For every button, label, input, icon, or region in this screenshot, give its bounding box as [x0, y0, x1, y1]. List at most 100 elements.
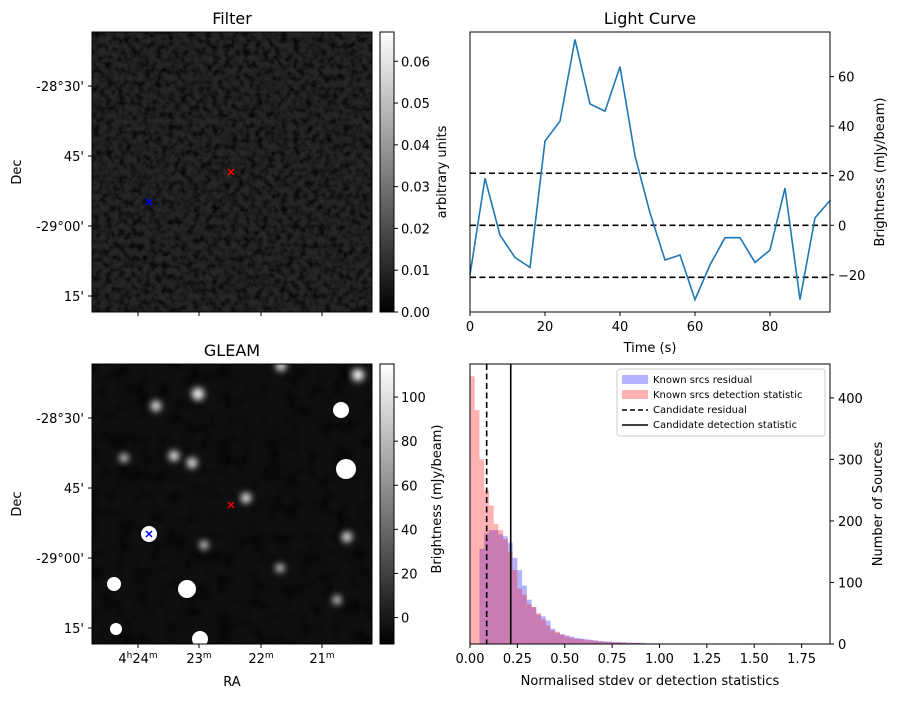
y-tick-label: −20	[838, 269, 865, 284]
gleam-source	[192, 388, 204, 400]
y-tick-label: 400	[838, 392, 863, 407]
gleam-source	[333, 402, 349, 418]
histogram-bar	[593, 640, 598, 644]
histogram-bar	[522, 594, 527, 644]
colorbar-tick-label: 0.02	[401, 222, 430, 237]
filter-x-axis	[137, 312, 323, 316]
histogram-xlabel: Normalised stdev or detection statistics	[521, 674, 780, 689]
light-curve-x-axis: 0 20 40 60 80	[466, 312, 778, 335]
y-tick-label: 0	[838, 638, 846, 653]
histogram-bar	[536, 613, 542, 644]
x-tick-label: 0.50	[550, 652, 579, 667]
light-curve-ylabel: Brightness (mJy/beam)	[873, 98, 888, 247]
colorbar-tick-label: 20	[401, 567, 418, 582]
colorbar-tick-label: 80	[401, 435, 418, 450]
histogram-bar	[484, 533, 489, 644]
x-tick-label: 0.00	[456, 652, 485, 667]
filter-colorbar-label: arbitrary units	[435, 125, 450, 218]
histogram-bar	[503, 536, 508, 644]
histogram-bar	[626, 642, 632, 644]
filter-reference-marker	[145, 198, 153, 206]
histogram-bar	[545, 620, 551, 644]
histogram-legend: Known srcs residual Known srcs detection…	[616, 368, 826, 437]
x-tick-label: 22m	[248, 651, 273, 667]
filter-colorbar-ticks: 0.00 0.01 0.02 0.03 0.04 0.05 0.06	[394, 55, 430, 321]
histogram-bar	[488, 505, 494, 644]
histogram-bar	[541, 619, 546, 644]
gleam-source	[120, 454, 128, 462]
histogram-bar	[621, 642, 627, 644]
gleam-x-axis: 4h24m 23m 22m 21m	[118, 644, 335, 667]
histogram-bar	[626, 642, 632, 644]
x-tick-label: 0.25	[503, 652, 532, 667]
histogram-bar	[588, 640, 594, 644]
gleam-source	[187, 458, 197, 468]
histogram-bar	[470, 376, 475, 644]
colorbar-tick-label: 60	[401, 479, 418, 494]
colorbar-tick-label: 0.00	[401, 306, 430, 321]
y-tick-label: 300	[838, 453, 863, 468]
histogram-bar	[560, 634, 565, 644]
y-tick-label: 100	[838, 576, 863, 591]
y-tick-label: 15'	[64, 290, 84, 305]
histogram-bar	[578, 638, 584, 644]
y-tick-label: -28°30'	[36, 412, 84, 427]
gleam-source	[151, 401, 161, 411]
gleam-source	[107, 577, 121, 591]
histogram-bar	[517, 588, 523, 644]
light-curve-frame	[469, 31, 831, 313]
legend-label-candidate-residual: Candidate residual	[653, 405, 747, 416]
colorbar-tick-label: 0	[401, 612, 409, 627]
histogram-bar	[583, 640, 589, 644]
histogram-bar	[479, 459, 485, 644]
y-tick-label: 45'	[64, 150, 84, 165]
colorbar-tick-label: 0.04	[401, 139, 430, 154]
legend-box	[616, 368, 826, 437]
y-tick-label: 45'	[64, 482, 84, 497]
y-tick-label: 200	[838, 515, 863, 530]
histogram-bar	[536, 614, 542, 644]
gleam-panel: GLEAM	[10, 341, 445, 690]
histogram-bar	[616, 642, 622, 644]
filter-y-axis: -28°30' 45' -29°00' 15'	[36, 80, 92, 305]
x-tick-label: 21m	[309, 651, 334, 667]
gleam-title: GLEAM	[204, 341, 260, 360]
light-curve-y-axis: −20 0 20 40 60	[830, 71, 865, 284]
histogram-bar	[621, 642, 627, 644]
gleam-colorbar	[379, 363, 395, 645]
histogram-bar	[503, 539, 508, 644]
legend-swatch-detection	[622, 390, 648, 399]
histogram-bar	[498, 530, 504, 644]
histogram-bar	[493, 524, 499, 644]
histogram-ylabel: Number of Sources	[871, 442, 886, 567]
gleam-colorbar-ticks: 0 20 40 60 80 100	[394, 391, 426, 627]
histogram-bar	[550, 628, 556, 644]
light-curve-xlabel: Time (s)	[623, 341, 677, 356]
histogram-bar	[607, 642, 613, 644]
gleam-source	[200, 541, 208, 549]
histogram-bar	[488, 530, 494, 644]
histogram-bar	[635, 642, 641, 644]
gleam-source	[241, 493, 251, 503]
gleam-xlabel: RA	[223, 675, 241, 690]
gleam-source	[276, 364, 286, 371]
filter-panel: Filter -28°30' 45' -29°00' 15' Dec 0.00 0.01…	[10, 9, 450, 321]
y-tick-label: 0	[838, 219, 846, 234]
histogram-bar	[602, 641, 608, 644]
x-tick-label: 60	[687, 320, 704, 335]
histogram-bar	[583, 639, 589, 644]
histogram-bar	[640, 642, 646, 644]
histogram-bar	[569, 637, 575, 644]
histogram-bar	[574, 639, 579, 644]
histogram-bar	[498, 534, 504, 644]
histogram-bar	[545, 625, 551, 644]
histogram-bar	[602, 641, 608, 644]
histogram-bar	[612, 642, 617, 644]
filter-image-frame	[91, 31, 373, 313]
histogram-bar	[564, 635, 570, 644]
gleam-colorbar-label: Brightness (mJy/beam)	[430, 425, 445, 574]
histogram-bar	[531, 607, 537, 644]
filter-ylabel: Dec	[10, 159, 25, 184]
y-tick-label: 60	[838, 71, 855, 86]
filter-colorbar	[379, 31, 395, 313]
